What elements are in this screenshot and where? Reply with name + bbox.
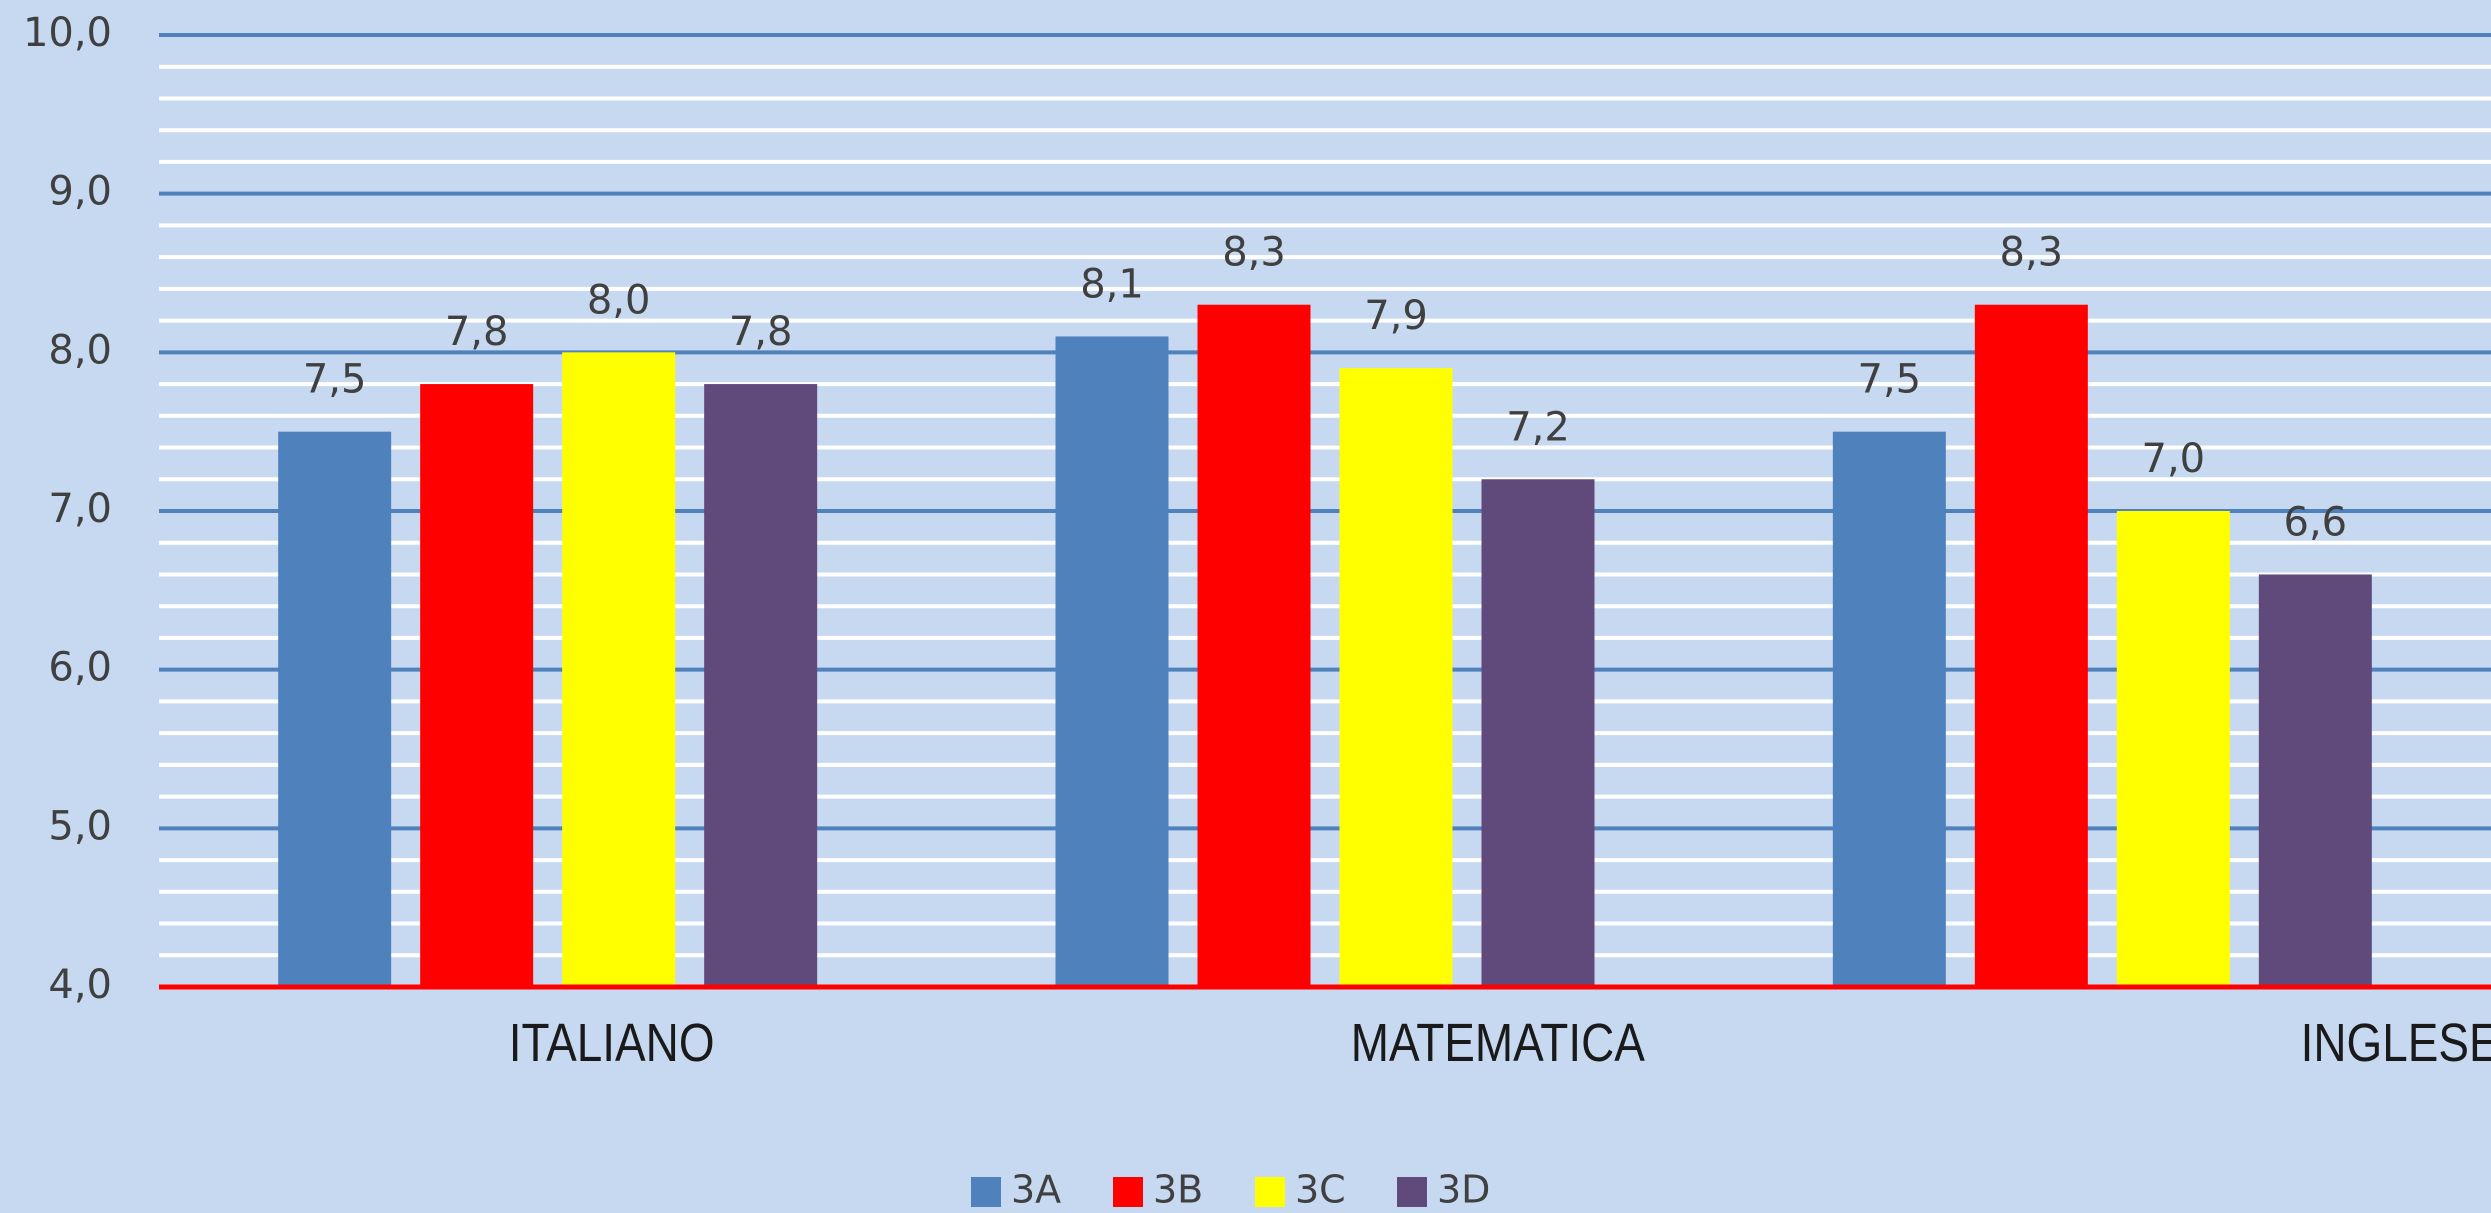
bar	[704, 384, 818, 988]
y-tick-label: 8,0	[48, 327, 112, 373]
y-tick-label: 10,0	[23, 10, 112, 56]
legend-label: 3C	[1295, 1168, 1346, 1212]
bar	[420, 384, 534, 988]
data-label: 7,8	[729, 309, 793, 355]
bar	[1055, 336, 1169, 987]
data-label: 7,0	[2142, 436, 2206, 482]
bar	[2116, 511, 2230, 987]
legend-swatch	[971, 1177, 1001, 1207]
data-label: 7,9	[1364, 293, 1428, 339]
bar	[562, 352, 676, 987]
legend-label: 3B	[1153, 1168, 1203, 1212]
data-label: 8,3	[1222, 230, 1286, 276]
legend-swatch	[1113, 1177, 1143, 1207]
bar	[1832, 431, 1946, 988]
data-label: 7,2	[1506, 404, 1570, 450]
bar	[278, 431, 392, 988]
x-tick-label: INGLESE	[2301, 1013, 2491, 1073]
legend-label: 3A	[1011, 1168, 1061, 1212]
data-label: 7,8	[445, 309, 509, 355]
y-tick-label: 9,0	[48, 169, 112, 215]
data-label: 7,5	[1858, 357, 1922, 403]
y-tick-label: 5,0	[48, 803, 112, 849]
legend-swatch	[1397, 1177, 1427, 1207]
data-label: 6,6	[2284, 499, 2348, 545]
bar	[2258, 574, 2372, 987]
data-label: 8,3	[2000, 230, 2064, 276]
bar	[1974, 304, 2088, 987]
data-label: 8,0	[587, 277, 651, 323]
x-tick-label: MATEMATICA	[1351, 1013, 1646, 1073]
y-tick-label: 4,0	[48, 962, 112, 1008]
bar	[1481, 479, 1595, 987]
legend-swatch	[1255, 1177, 1285, 1207]
data-label: 8,1	[1080, 261, 1144, 307]
bar	[1197, 304, 1311, 987]
legend-label: 3D	[1437, 1168, 1490, 1212]
bar	[1339, 368, 1453, 987]
y-tick-label: 7,0	[48, 486, 112, 532]
data-label: 7,5	[303, 357, 367, 403]
y-tick-label: 6,0	[48, 645, 112, 691]
x-tick-label: ITALIANO	[509, 1013, 715, 1073]
